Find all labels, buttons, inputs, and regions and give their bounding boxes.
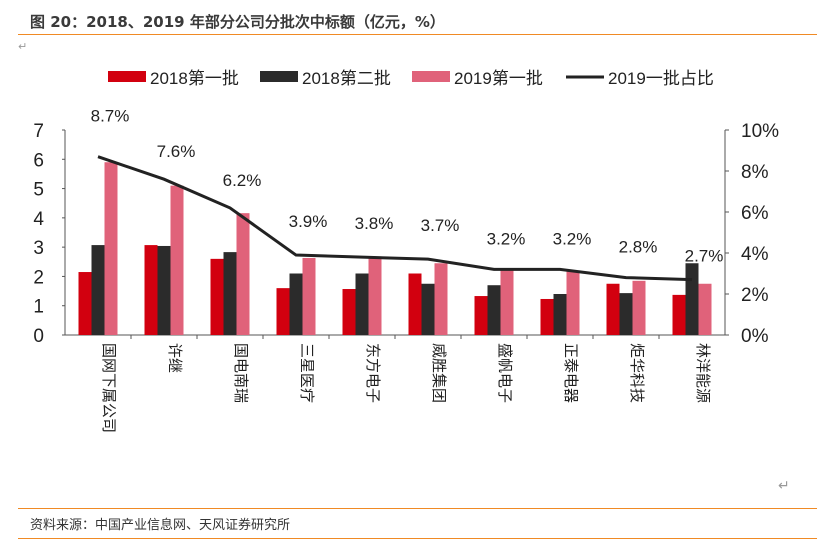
bar-0 — [342, 289, 356, 335]
bar-2 — [434, 263, 448, 335]
bar-0 — [606, 283, 620, 335]
bar-0 — [672, 294, 686, 335]
paragraph-mark-icon: ↵ — [18, 40, 28, 53]
legend-label: 2019一批占比 — [608, 69, 714, 88]
category-label: 林洋能源 — [694, 343, 711, 403]
figure-title: 图 20：2018、2019 年部分公司分批次中标额（亿元，%） — [30, 13, 445, 31]
data-label: 3.9% — [289, 212, 328, 231]
data-label: 2.8% — [619, 238, 658, 257]
bar-1 — [157, 245, 171, 335]
bar-2 — [236, 213, 250, 335]
bar-1 — [421, 283, 435, 335]
bar-1 — [685, 263, 699, 335]
bar-2 — [302, 257, 316, 335]
bar-0 — [408, 273, 422, 335]
left-tick-label: 7 — [33, 121, 44, 142]
category-label: 盛帆电子 — [496, 343, 513, 403]
bar-0 — [78, 272, 92, 335]
category-label: 国网下属公司 — [100, 343, 117, 433]
legend-swatch — [108, 71, 146, 82]
data-label: 2.7% — [685, 247, 724, 266]
data-label: 3.2% — [553, 229, 592, 248]
ratio-line — [97, 155, 693, 282]
left-tick-label: 0 — [33, 326, 44, 347]
source-note: 资料来源：中国产业信息网、天风证券研究所 — [30, 518, 291, 533]
bar-1 — [553, 294, 567, 335]
right-tick-label: 10% — [741, 121, 779, 142]
right-tick-label: 6% — [741, 203, 769, 224]
right-tick-label: 4% — [741, 244, 769, 265]
bar-2 — [566, 270, 580, 335]
data-label: 3.2% — [487, 229, 526, 248]
title-rule — [18, 34, 817, 35]
data-label: 3.7% — [421, 216, 460, 235]
bar-1 — [487, 285, 501, 335]
paragraph-mark-icon: ↵ — [778, 478, 790, 494]
legend-swatch — [412, 71, 450, 82]
data-label: 6.2% — [223, 171, 262, 190]
footer-rule-top — [18, 508, 817, 509]
left-tick-label: 6 — [33, 150, 44, 171]
bar-1 — [91, 245, 105, 335]
bar-2 — [632, 280, 646, 335]
right-tick-label: 8% — [741, 162, 769, 183]
legend-swatch — [260, 71, 298, 82]
bar-0 — [540, 298, 554, 335]
bar-2 — [698, 283, 712, 335]
category-label: 许继 — [166, 343, 183, 373]
bar-0 — [144, 245, 158, 335]
bar-1 — [223, 252, 237, 335]
bar-0 — [210, 258, 224, 335]
category-label: 东方电子 — [364, 343, 381, 403]
bar-1 — [289, 273, 303, 335]
bar-1 — [619, 293, 633, 335]
bar-0 — [276, 288, 290, 335]
bar-1 — [355, 273, 369, 335]
legend-label: 2018第二批 — [302, 69, 391, 88]
left-tick-label: 4 — [33, 209, 44, 230]
category-label: 威胜集团 — [430, 343, 447, 403]
legend-label: 2019第一批 — [454, 69, 543, 88]
right-tick-label: 0% — [741, 326, 769, 347]
footer-rule-bottom — [18, 538, 817, 539]
data-label: 8.7% — [91, 107, 130, 126]
category-label: 国电南瑞 — [232, 343, 249, 403]
bar-2 — [170, 185, 184, 335]
bar-2 — [500, 269, 514, 335]
bar-0 — [474, 296, 488, 335]
right-tick-label: 2% — [741, 285, 769, 306]
left-tick-label: 3 — [33, 238, 44, 259]
category-label: 三星医疗 — [298, 343, 315, 403]
left-tick-label: 2 — [33, 267, 44, 288]
bar-2 — [104, 162, 118, 335]
legend-label: 2018第一批 — [150, 69, 239, 88]
left-tick-label: 5 — [33, 180, 44, 201]
data-label: 7.6% — [157, 142, 196, 161]
data-label: 3.8% — [355, 214, 394, 233]
left-tick-label: 1 — [33, 297, 44, 318]
category-label: 炬华科技 — [628, 343, 645, 403]
category-label: 正泰电器 — [562, 343, 579, 403]
chart: 0 1 2 3 4 5 6 7 0% 2% 4% 6% 8% 10% 国网下属公司 许继 国电南瑞 三星医疗 东方电… — [33, 69, 779, 433]
bar-2 — [368, 257, 382, 335]
